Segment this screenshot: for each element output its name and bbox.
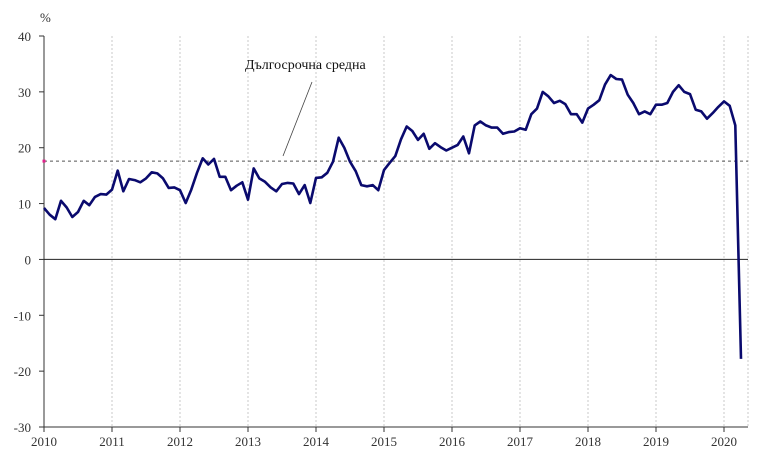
y-tick-label: -10 <box>14 308 31 323</box>
y-tick-label: 40 <box>18 29 31 44</box>
y-tick-label: 20 <box>18 141 31 156</box>
x-tick-label: 2014 <box>303 434 330 449</box>
x-tick-label: 2010 <box>31 434 57 449</box>
x-ticks: 2010 2011 2012 2013 2014 2015 2016 2017 2018 2019… <box>31 427 737 449</box>
axes <box>43 36 748 428</box>
y-tick-label: 10 <box>18 197 31 212</box>
y-tick-label: -20 <box>14 364 31 379</box>
y-tick-label: -30 <box>14 420 31 435</box>
x-tick-label: 2019 <box>643 434 669 449</box>
y-tick-label: 30 <box>18 85 31 100</box>
x-tick-label: 2017 <box>507 434 534 449</box>
x-tick-label: 2018 <box>575 434 601 449</box>
annotation-leader-line <box>282 81 313 157</box>
x-tick-label: 2011 <box>99 434 125 449</box>
x-tick-label: 2013 <box>235 434 261 449</box>
series-line <box>43 73 743 359</box>
long-term-average-label: Дългосрочна средна <box>245 58 366 73</box>
x-tick-label: 2016 <box>439 434 466 449</box>
y-tick-label: 0 <box>25 252 32 267</box>
x-tick-label: 2020 <box>711 434 737 449</box>
y-ticks: -30 -20 -10 0 10 20 30 40 <box>14 29 44 435</box>
x-tick-label: 2015 <box>371 434 397 449</box>
long-term-average-marker <box>42 159 46 163</box>
y-axis-label: % <box>40 10 51 25</box>
x-tick-label: 2012 <box>167 434 193 449</box>
grid <box>111 36 749 427</box>
